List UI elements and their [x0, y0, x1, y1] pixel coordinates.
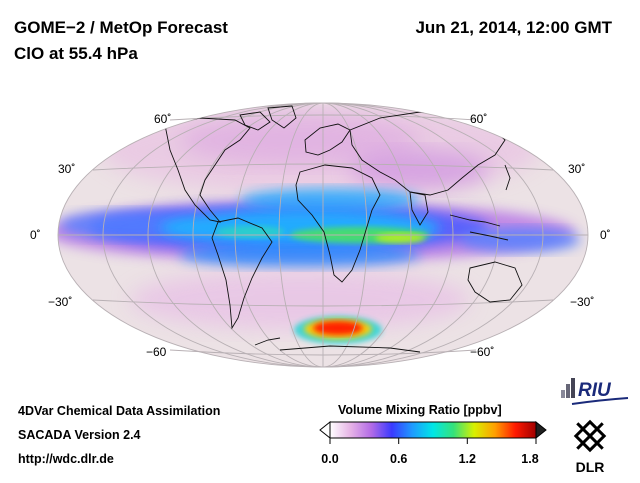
map-svg: 60˚ 30˚ 0˚ −30˚ −60 60˚ 30˚ 0˚ −30˚ −60˚ — [30, 102, 611, 368]
clo-field — [58, 105, 580, 344]
colorbar-tick-3: 1.8 — [521, 452, 539, 466]
colorbar-svg — [319, 420, 547, 444]
global-map: 60˚ 30˚ 0˚ −30˚ −60 60˚ 30˚ 0˚ −30˚ −60˚ — [30, 102, 611, 368]
method-label: 4DVar Chemical Data Assimilation — [18, 404, 221, 418]
colorbar-title: Volume Mixing Ratio [ppbv] — [338, 403, 502, 417]
product-title: GOME−2 / MetOp Forecast — [14, 18, 228, 37]
lat-label-right-0: 0˚ — [600, 228, 611, 242]
lat-label-right-60: 60˚ — [470, 112, 487, 126]
version-label: SACADA Version 2.4 — [18, 428, 141, 442]
colorbar-tick-1: 0.6 — [389, 452, 408, 466]
graticule — [57, 102, 589, 368]
website-link[interactable]: http://wdc.dlr.de — [18, 452, 114, 466]
forecast-datetime: Jun 21, 2014, 12:00 GMT — [415, 18, 612, 37]
lat-label-left-m60: −60 — [146, 345, 167, 359]
species-level-title: ClO at 55.4 hPa — [14, 44, 138, 63]
riu-logo-text: RIU — [578, 380, 612, 401]
lat-label-left-0: 0˚ — [30, 228, 41, 242]
lat-label-right-m60: −60˚ — [470, 345, 494, 359]
dlr-logo-text: DLR — [576, 459, 605, 475]
colorbar-gradient — [329, 421, 537, 439]
dlr-logo: DLR — [562, 414, 618, 478]
lat-label-right-m30: −30˚ — [570, 295, 594, 309]
colorbar-tick-2: 1.2 — [458, 452, 476, 466]
colorbar-max-arrow — [535, 420, 547, 440]
coastlines — [164, 105, 523, 353]
lat-label-left-30: 30˚ — [58, 162, 75, 176]
lat-label-left-m30: −30˚ — [48, 295, 72, 309]
colorbar — [318, 420, 548, 448]
colorbar-tick-0: 0.0 — [321, 452, 339, 466]
lat-label-right-30: 30˚ — [568, 162, 585, 176]
lat-label-left-60: 60˚ — [154, 112, 171, 126]
riu-logo: RIU — [560, 374, 632, 408]
colorbar-min-arrow — [319, 420, 331, 440]
